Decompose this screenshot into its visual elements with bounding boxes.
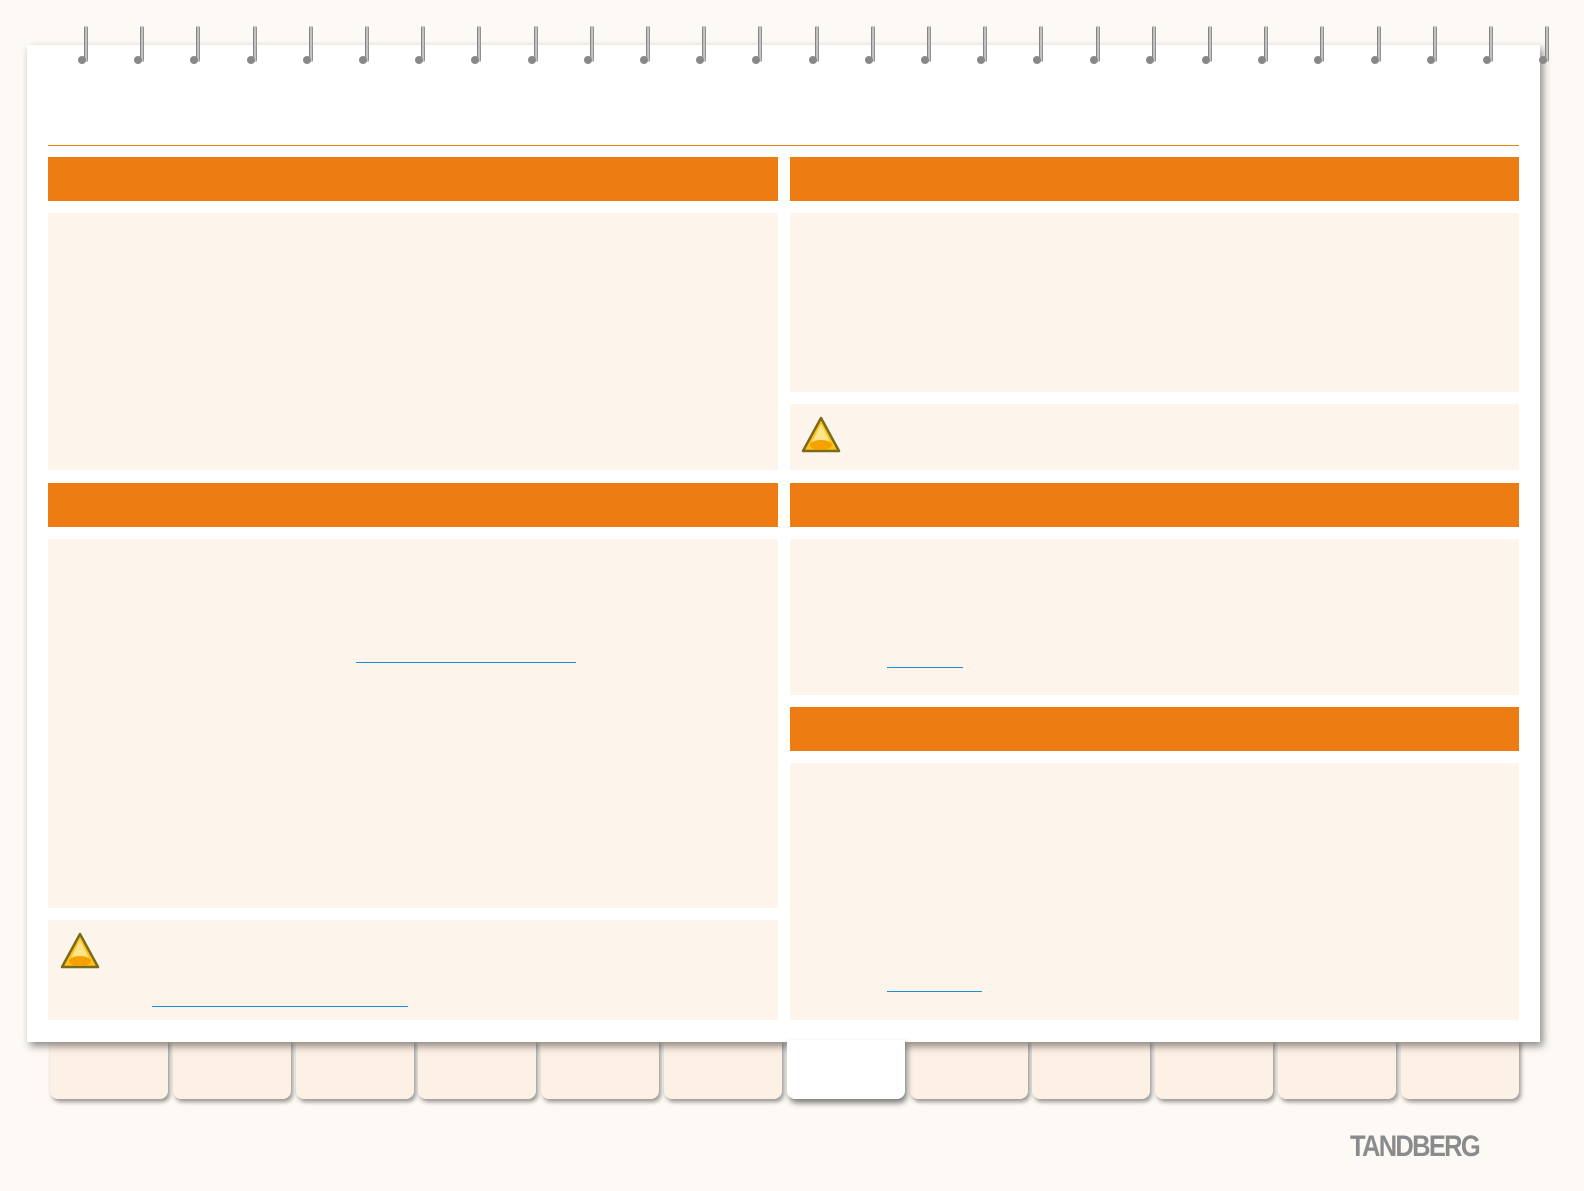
section-body	[790, 213, 1519, 392]
section-tab[interactable]	[541, 1040, 660, 1099]
spiral-ring	[302, 26, 315, 66]
link[interactable]	[887, 991, 982, 992]
warning-triangle-icon	[801, 416, 841, 453]
spiral-ring	[752, 26, 764, 66]
warning-note	[48, 920, 778, 1020]
spiral-ring	[1089, 26, 1102, 66]
spiral-ring	[527, 26, 540, 66]
link[interactable]	[356, 662, 576, 663]
section-header	[790, 157, 1519, 201]
tandberg-logo: TANDBERG	[1350, 1130, 1481, 1163]
spiral-ring	[921, 26, 933, 66]
section-header	[790, 707, 1519, 751]
section-tab[interactable]	[909, 1040, 1028, 1099]
spiral-ring	[190, 26, 202, 66]
link[interactable]	[152, 1006, 408, 1007]
spiral-ring	[471, 26, 483, 66]
section-body	[790, 539, 1519, 695]
spiral-ring	[1314, 26, 1326, 66]
section-header	[790, 483, 1519, 527]
section-tab[interactable]	[664, 1040, 782, 1099]
spiral-ring	[1258, 26, 1270, 66]
spiral-ring	[359, 26, 371, 66]
spiral-ring	[977, 26, 989, 66]
section-tab[interactable]	[1155, 1040, 1274, 1099]
spiral-ring	[864, 26, 877, 66]
section-tab[interactable]	[1032, 1040, 1151, 1099]
spiral-ring	[1370, 26, 1383, 66]
section-tab[interactable]	[295, 1040, 414, 1099]
spiral-ring	[134, 26, 146, 66]
section-tab[interactable]	[50, 1040, 168, 1099]
section-tab[interactable]	[172, 1040, 291, 1099]
section-body	[790, 763, 1519, 1020]
spiral-ring	[640, 26, 652, 66]
section-tab[interactable]	[1400, 1040, 1519, 1099]
spiral-ring	[583, 26, 596, 66]
spiral-ring	[1483, 26, 1495, 66]
spiral-ring	[1145, 26, 1158, 66]
section-body	[48, 539, 778, 908]
spiral-ring	[415, 26, 427, 66]
spiral-ring	[1539, 26, 1551, 66]
header-rule	[48, 145, 1519, 146]
section-header	[48, 157, 778, 201]
spiral-ring	[696, 26, 708, 66]
spiral-ring	[246, 26, 259, 66]
spiral-ring	[808, 26, 821, 66]
section-tab[interactable]	[1278, 1040, 1396, 1099]
warning-triangle-icon	[60, 932, 100, 969]
section-header	[48, 483, 778, 527]
section-tab[interactable]	[418, 1040, 537, 1099]
spiral-ring	[1202, 26, 1214, 66]
link[interactable]	[887, 667, 963, 668]
warning-note	[790, 404, 1519, 470]
spiral-ring	[1033, 26, 1045, 66]
spiral-ring	[78, 26, 90, 66]
section-tab[interactable]	[786, 1040, 905, 1099]
spiral-ring	[1426, 26, 1439, 66]
section-body	[48, 213, 778, 470]
